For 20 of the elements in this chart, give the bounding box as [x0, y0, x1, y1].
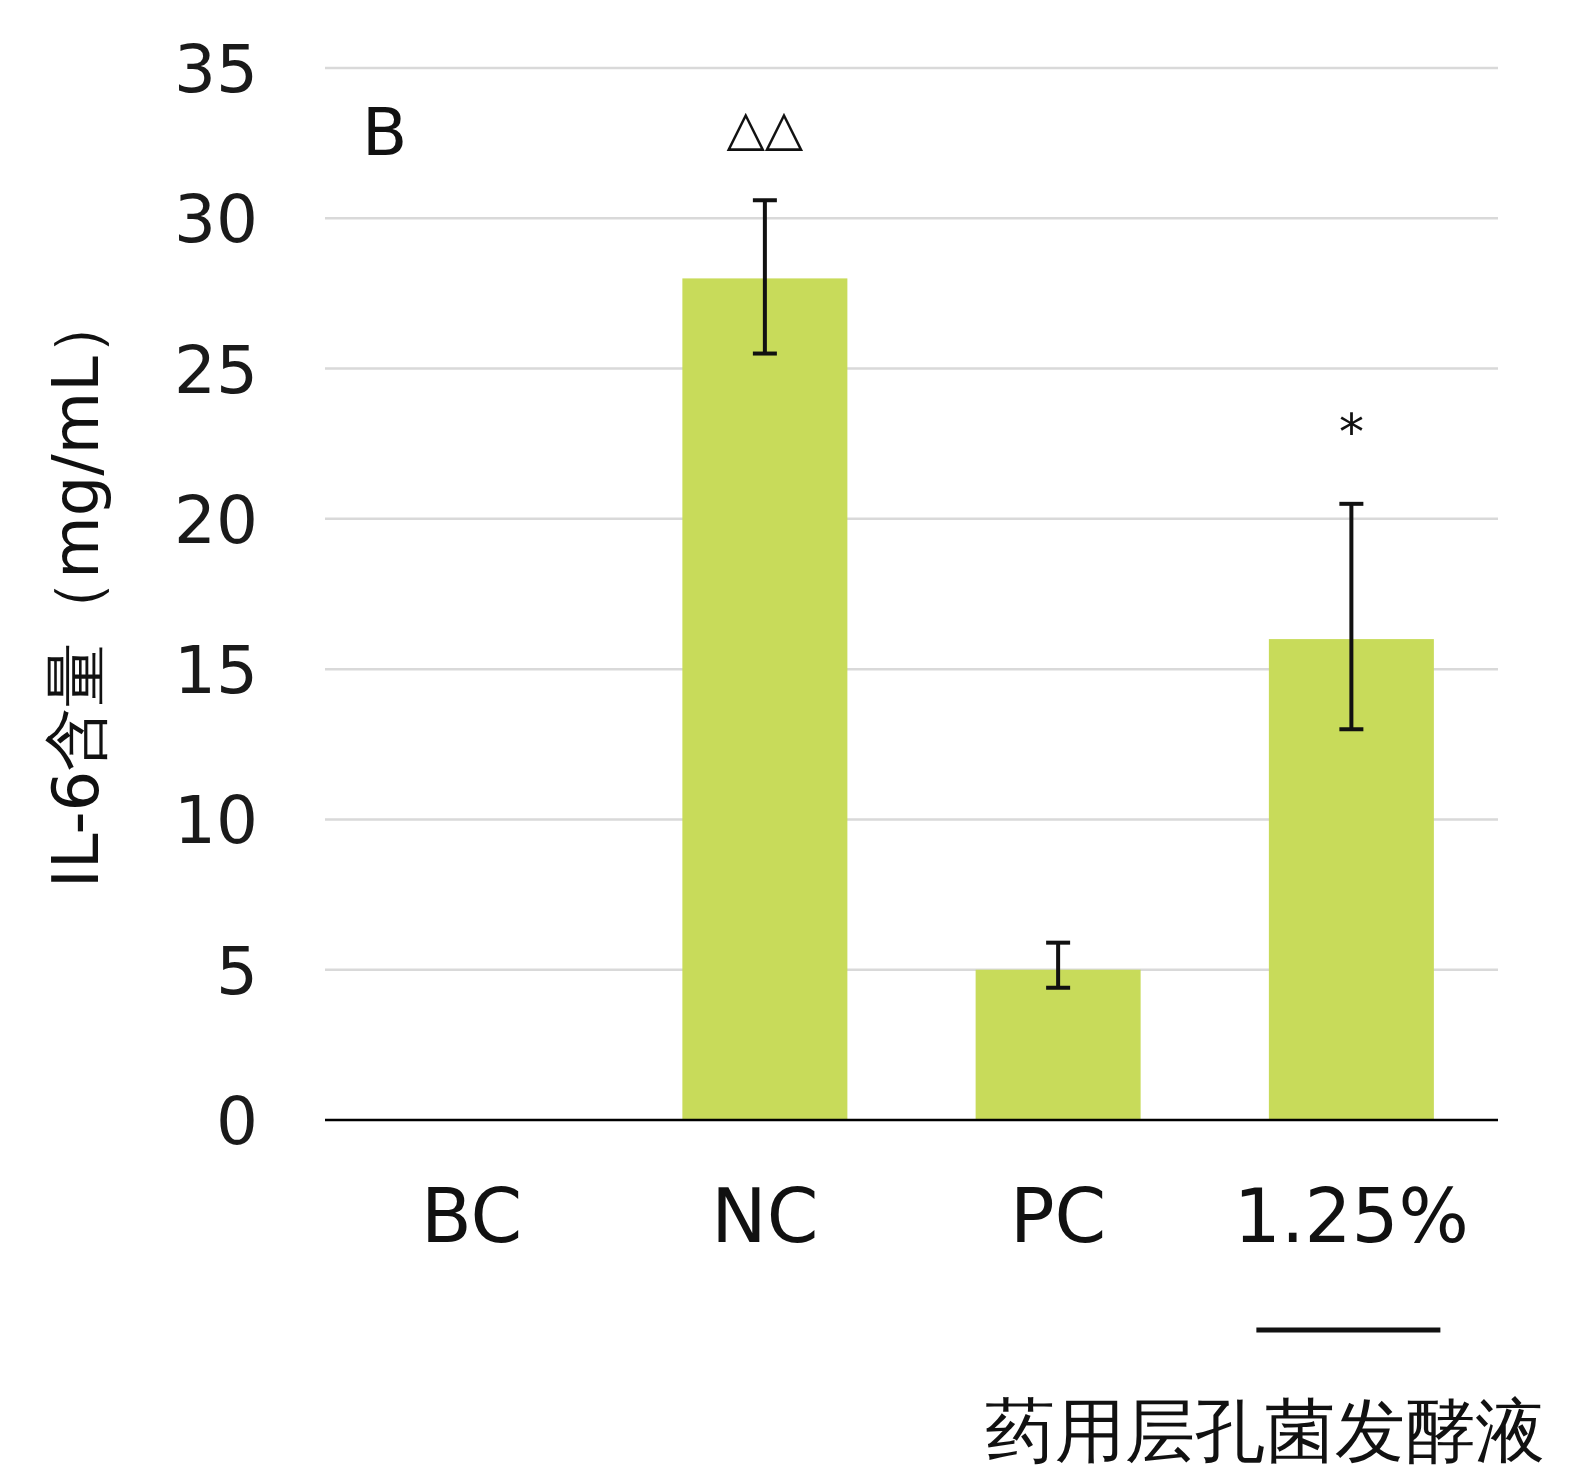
- y-tick-label: 30: [174, 181, 258, 259]
- x-tick-label: PC: [1009, 1173, 1107, 1259]
- bar: [975, 969, 1141, 1120]
- x-tick-label: BC: [421, 1173, 523, 1259]
- annotation: △△: [726, 99, 804, 158]
- bar: [682, 278, 848, 1120]
- y-tick-label: 5: [216, 932, 258, 1010]
- x-tick-label: NC: [711, 1173, 819, 1259]
- annotation: *: [1338, 402, 1364, 461]
- y-tick-label: 20: [174, 481, 258, 559]
- y-tick-label: 35: [174, 31, 258, 108]
- y-tick-label: 15: [174, 632, 258, 710]
- y-tick-label: 0: [216, 1083, 258, 1160]
- annotation: B: [362, 94, 408, 171]
- y-tick-label: 10: [174, 782, 258, 860]
- y-tick-label: 25: [174, 331, 258, 409]
- x-tick-label: 1.25%: [1233, 1173, 1469, 1259]
- y-axis-title: IL-6含量（mg/mL）: [39, 292, 113, 888]
- bar: [1268, 639, 1434, 1120]
- text: 药用层孔菌发酵液: [985, 1390, 1545, 1471]
